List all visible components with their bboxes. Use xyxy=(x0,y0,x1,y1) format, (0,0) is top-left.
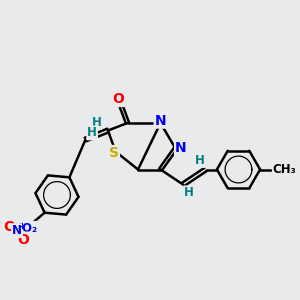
Text: N: N xyxy=(12,224,22,237)
Text: H: H xyxy=(184,186,194,200)
Text: H: H xyxy=(195,154,205,167)
Text: O: O xyxy=(18,233,29,247)
Text: +: + xyxy=(18,222,25,231)
Text: N: N xyxy=(175,142,187,155)
Text: H: H xyxy=(92,116,101,129)
Text: S: S xyxy=(109,146,119,160)
Text: N: N xyxy=(155,114,166,128)
Text: CH₃: CH₃ xyxy=(273,163,297,176)
Text: NO₂: NO₂ xyxy=(13,222,38,235)
Text: O: O xyxy=(112,92,124,106)
Text: O: O xyxy=(4,220,15,234)
Text: H: H xyxy=(87,126,97,140)
